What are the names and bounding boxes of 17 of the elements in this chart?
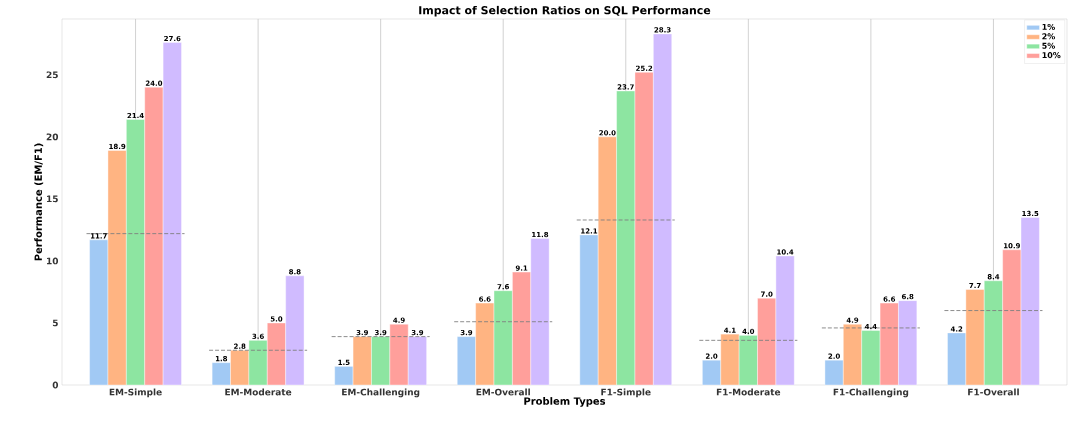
x-tick-label: F1-Simple — [601, 388, 651, 398]
x-tick-label: F1-Overall — [968, 388, 1019, 396]
y-tick-label: 0 — [52, 381, 59, 389]
x-tick-label: EM-Simple — [109, 388, 162, 398]
y-axis-title: Performance (EM/F1) — [34, 143, 44, 261]
y-tick-label: 20 — [46, 133, 59, 141]
y-tick-label: 25 — [46, 71, 58, 79]
y-tick-label: 5 — [52, 319, 58, 327]
x-axis-title: Problem Types — [524, 397, 606, 407]
y-tick-label: 10 — [47, 257, 59, 265]
x-tick-label: F1-Challenging — [833, 388, 909, 398]
y-tick-label: 15 — [47, 195, 58, 203]
x-tick-label: EM-Moderate — [225, 388, 292, 396]
x-tick-label: EM-Challenging — [342, 388, 420, 398]
x-tick-label: F1-Moderate — [716, 388, 781, 396]
x-tick-label: EM-Overall — [476, 388, 530, 396]
chart-title: Impact of Selection Ratios on SQL Performance — [419, 5, 711, 17]
